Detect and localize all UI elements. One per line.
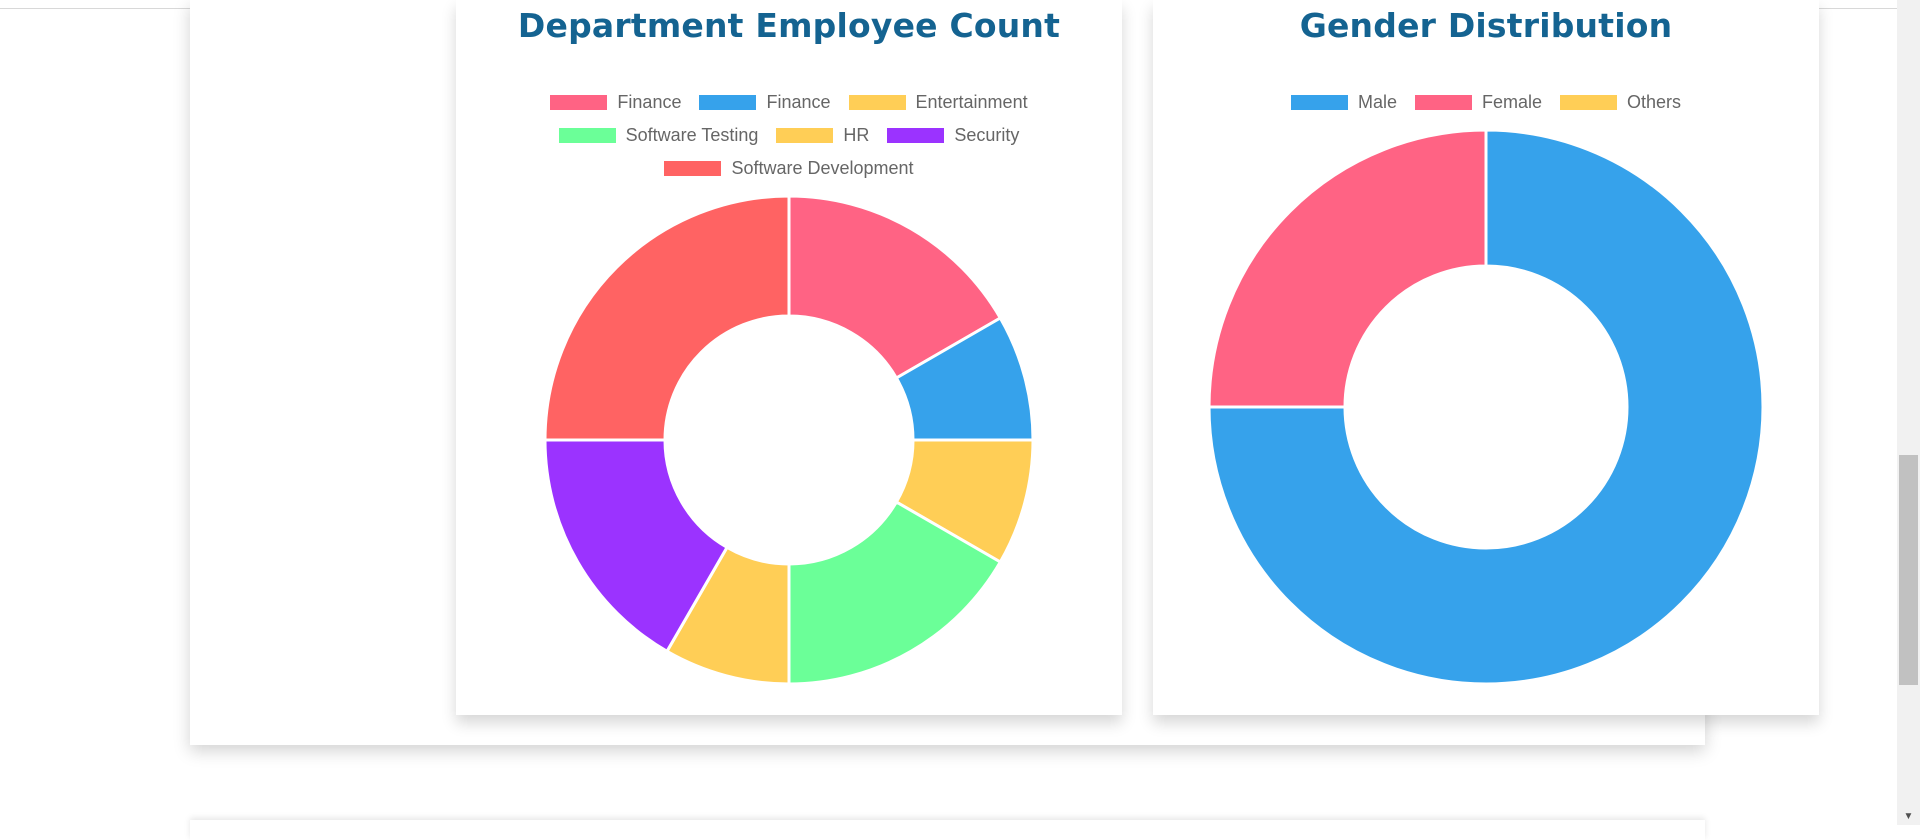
legend-item-female[interactable]: Female xyxy=(1414,92,1542,113)
slice-software-testing-3[interactable] xyxy=(787,499,1003,686)
legend-swatch xyxy=(699,95,757,110)
legend-label: Security xyxy=(954,125,1020,145)
legend-label: Software Development xyxy=(731,158,914,178)
legend-swatch xyxy=(664,161,722,176)
legend-item-male[interactable]: Male xyxy=(1290,92,1397,113)
legend-label: Male xyxy=(1357,92,1397,112)
slice-female-1[interactable] xyxy=(1207,128,1488,409)
legend-row: Software Development xyxy=(456,158,1122,179)
charts-container: Department Employee Count Finance Finance… xyxy=(190,0,1819,745)
department-chart-card: Department Employee Count Finance Finance… xyxy=(456,0,1122,715)
legend-swatch xyxy=(1414,95,1472,110)
next-section-card xyxy=(190,820,1705,840)
legend-label: Finance xyxy=(766,92,831,112)
legend-swatch xyxy=(1290,95,1348,110)
legend-swatch xyxy=(776,128,834,143)
gender-doughnut-chart xyxy=(1207,128,1765,686)
legend-item-others[interactable]: Others xyxy=(1560,92,1681,113)
legend-label: Entertainment xyxy=(915,92,1028,112)
legend-item-hr[interactable]: HR xyxy=(776,125,869,146)
legend-item-software-testing[interactable]: Software Testing xyxy=(558,125,759,146)
legend-row: Male Female Others xyxy=(1153,92,1819,113)
legend-label: Software Testing xyxy=(625,125,759,145)
legend-label: Finance xyxy=(617,92,682,112)
gender-chart-card: Gender Distribution Male Female Others xyxy=(1153,0,1819,715)
legend-label: HR xyxy=(843,125,870,145)
legend-swatch xyxy=(848,95,906,110)
legend-swatch xyxy=(558,128,616,143)
department-doughnut-chart xyxy=(543,194,1035,686)
legend-item-finance[interactable]: Finance xyxy=(550,92,681,113)
legend-swatch xyxy=(887,128,945,143)
scroll-down-arrow-icon[interactable]: ▼ xyxy=(1903,811,1914,822)
slice-security-5[interactable] xyxy=(543,438,730,654)
slice-male-0[interactable] xyxy=(1207,128,1765,686)
legend-item-entertainment[interactable]: Entertainment xyxy=(848,92,1028,113)
legend-label: Female xyxy=(1481,92,1542,112)
page-scrollbar[interactable]: ▼ xyxy=(1897,0,1920,825)
legend-row: Finance Finance Entertainment xyxy=(456,92,1122,113)
scrollbar-thumb[interactable] xyxy=(1899,455,1918,685)
legend-item-security[interactable]: Security xyxy=(887,125,1019,146)
legend-row: Software Testing HR Security xyxy=(456,125,1122,146)
gender-chart-title: Gender Distribution xyxy=(1299,6,1673,45)
legend-item-finance[interactable]: Finance xyxy=(699,92,831,113)
slice-finance-0[interactable] xyxy=(787,194,1003,381)
legend-item-software-development[interactable]: Software Development xyxy=(664,158,914,179)
legend-swatch xyxy=(1560,95,1617,110)
slice-software-development-6[interactable] xyxy=(543,194,791,442)
legend-label: Others xyxy=(1627,92,1682,112)
legend-swatch xyxy=(550,95,608,110)
department-chart-title: Department Employee Count xyxy=(517,6,1061,45)
